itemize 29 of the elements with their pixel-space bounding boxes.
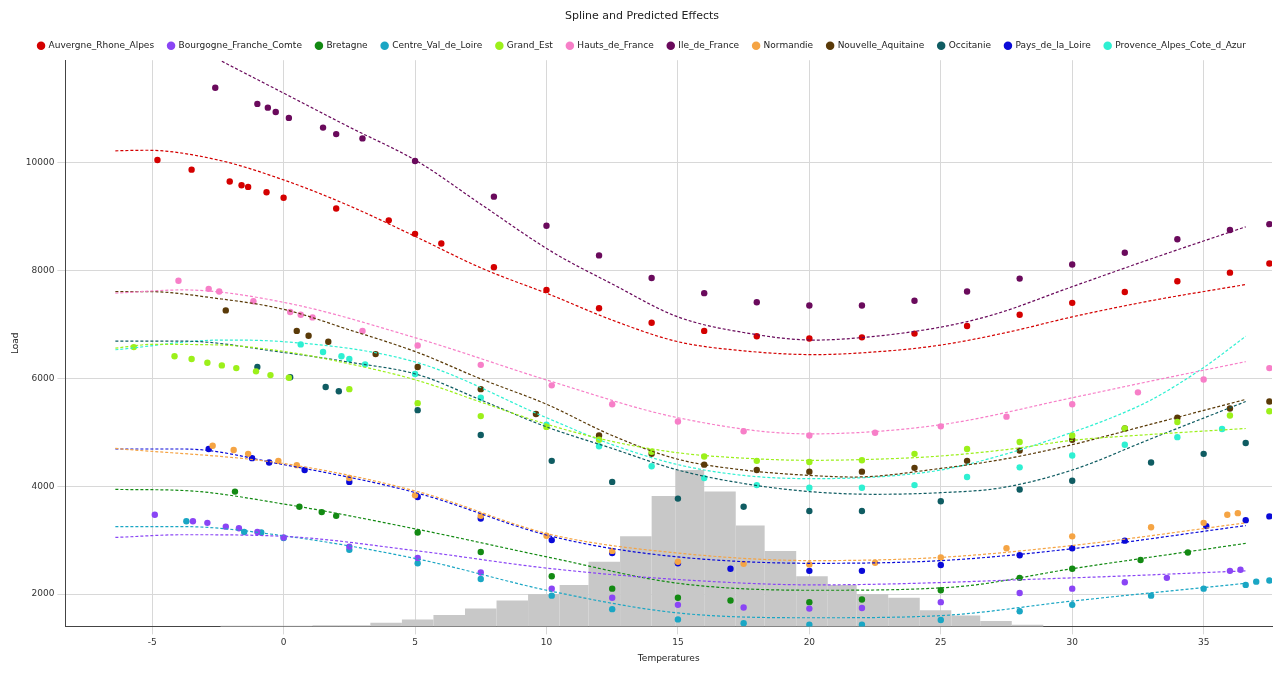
legend-label: Provence_Alpes_Cote_d_Azur <box>1115 40 1247 51</box>
x-tick-label: 35 <box>1197 637 1210 648</box>
x-tick-label: 10 <box>540 637 553 648</box>
x-axis-title: Temperatures <box>636 652 700 663</box>
chart-title: Spline and Predicted Effects <box>564 9 720 23</box>
legend-label: Hauts_de_France <box>577 40 655 51</box>
legend-label: Ile_de_France <box>678 40 740 51</box>
legend-label: Pays_de_la_Loire <box>1015 40 1092 51</box>
y-axis-title: Load <box>9 332 20 355</box>
x-tick-label: 20 <box>803 637 816 648</box>
x-tick-label: -5 <box>147 637 157 648</box>
x-tick-label: 30 <box>1066 637 1079 648</box>
y-tick-label: 4000 <box>31 480 55 491</box>
x-tick-label: 5 <box>412 637 418 648</box>
y-tick-label: 6000 <box>31 372 55 383</box>
x-tick-label: 15 <box>672 637 684 648</box>
legend-label: Auvergne_Rhone_Alpes <box>48 40 155 51</box>
y-tick-label: 2000 <box>31 588 55 599</box>
legend-label: Occitanie <box>948 40 992 51</box>
legend-label: Grand_Est <box>506 40 554 51</box>
x-tick-label: 25 <box>935 637 947 648</box>
y-tick-label: 10000 <box>25 157 55 167</box>
legend-label: Bretagne <box>326 40 369 51</box>
legend-label: Centre_Val_de_Loire <box>392 40 483 51</box>
legend-label: Bourgogne_Franche_Comte <box>178 40 303 51</box>
legend-label: Normandie <box>763 40 814 51</box>
x-tick-label: 0 <box>280 637 287 648</box>
legend-label: Nouvelle_Aquitaine <box>837 40 925 51</box>
y-tick-label: 8000 <box>31 264 55 275</box>
